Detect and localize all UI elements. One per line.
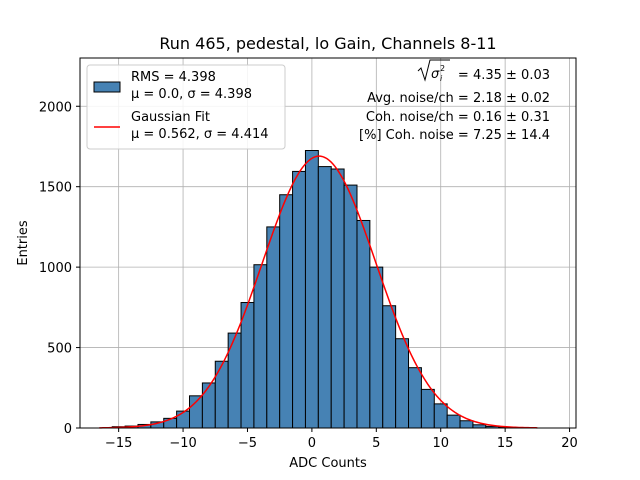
histogram-bar bbox=[343, 184, 358, 429]
histogram-bar bbox=[189, 395, 203, 429]
stat-avg-noise: Avg. noise/ch = 2.18 ± 0.02 bbox=[367, 91, 550, 106]
legend-frame bbox=[86, 64, 286, 150]
gaussian-fit-curve bbox=[99, 155, 538, 429]
y-tick-label: 1000 bbox=[39, 261, 72, 276]
y-tick-label: 2000 bbox=[39, 100, 72, 115]
histogram-bar bbox=[240, 302, 255, 429]
stats-box: = 4.35 ± 0.03 σ 2 i Avg. noise/ch = 2.18… bbox=[359, 59, 550, 143]
sqrt-sigma-symbol: σ 2 i bbox=[417, 59, 450, 83]
x-axis-label: ADC Counts bbox=[289, 456, 367, 471]
svg-text:i: i bbox=[440, 74, 443, 83]
x-tick-label: 20 bbox=[561, 436, 578, 451]
histogram-bar bbox=[292, 170, 306, 429]
stat-total-noise: = 4.35 ± 0.03 bbox=[458, 68, 550, 83]
histogram-bar bbox=[279, 194, 294, 429]
stat-coh-noise-percent: [%] Coh. noise = 7.25 ± 14.4 bbox=[359, 128, 550, 143]
stat-coh-noise: Coh. noise/ch = 0.16 ± 0.31 bbox=[366, 110, 550, 125]
y-tick-label: 500 bbox=[47, 342, 72, 357]
y-axis-ticks: 0 500 1000 1500 2000 bbox=[39, 100, 80, 437]
histogram-bar bbox=[304, 150, 319, 429]
histogram-bar bbox=[266, 226, 281, 429]
legend-entry-rms: RMS = 4.398 bbox=[131, 70, 216, 85]
histogram-bar bbox=[317, 166, 332, 429]
histogram-bar bbox=[408, 367, 422, 429]
legend-entry-fit: Gaussian Fit bbox=[131, 110, 210, 125]
histogram-bar bbox=[420, 388, 435, 429]
histogram-bar bbox=[214, 360, 229, 429]
plot-frame bbox=[79, 57, 577, 429]
histogram-bar bbox=[330, 168, 345, 429]
svg-text:σ: σ bbox=[431, 67, 440, 82]
x-tick-label: −10 bbox=[169, 436, 196, 451]
chart-title: Run 465, pedestal, lo Gain, Channels 8-1… bbox=[159, 34, 496, 53]
histogram-bar bbox=[369, 266, 384, 429]
histogram-bar bbox=[356, 219, 371, 429]
histogram-bar bbox=[176, 410, 191, 429]
x-tick-label: 0 bbox=[308, 436, 316, 451]
y-tick-label: 0 bbox=[64, 422, 72, 437]
x-tick-label: −15 bbox=[105, 436, 132, 451]
histogram-bar bbox=[253, 264, 268, 429]
legend: RMS = 4.398 μ = 0.0, σ = 4.398 Gaussian … bbox=[86, 64, 286, 150]
x-tick-label: 5 bbox=[372, 436, 380, 451]
legend-entry-rms-params: μ = 0.0, σ = 4.398 bbox=[131, 87, 252, 102]
svg-text:2: 2 bbox=[440, 64, 445, 73]
y-tick-label: 1500 bbox=[39, 181, 72, 196]
x-tick-label: 15 bbox=[497, 436, 514, 451]
histogram-bar bbox=[395, 338, 410, 429]
legend-bar-swatch bbox=[93, 81, 121, 93]
x-axis-ticks: −15 −10 −5 0 5 10 15 20 bbox=[105, 428, 578, 451]
histogram-bar bbox=[201, 382, 216, 429]
x-tick-label: −5 bbox=[238, 436, 257, 451]
histogram-bar bbox=[459, 420, 474, 429]
y-axis-label: Entries bbox=[16, 220, 31, 266]
x-tick-label: 10 bbox=[432, 436, 449, 451]
histogram-bar bbox=[382, 305, 397, 429]
histogram-bar bbox=[446, 414, 461, 429]
legend-entry-fit-params: μ = 0.562, σ = 4.414 bbox=[131, 127, 269, 142]
histogram-bar bbox=[433, 403, 448, 429]
